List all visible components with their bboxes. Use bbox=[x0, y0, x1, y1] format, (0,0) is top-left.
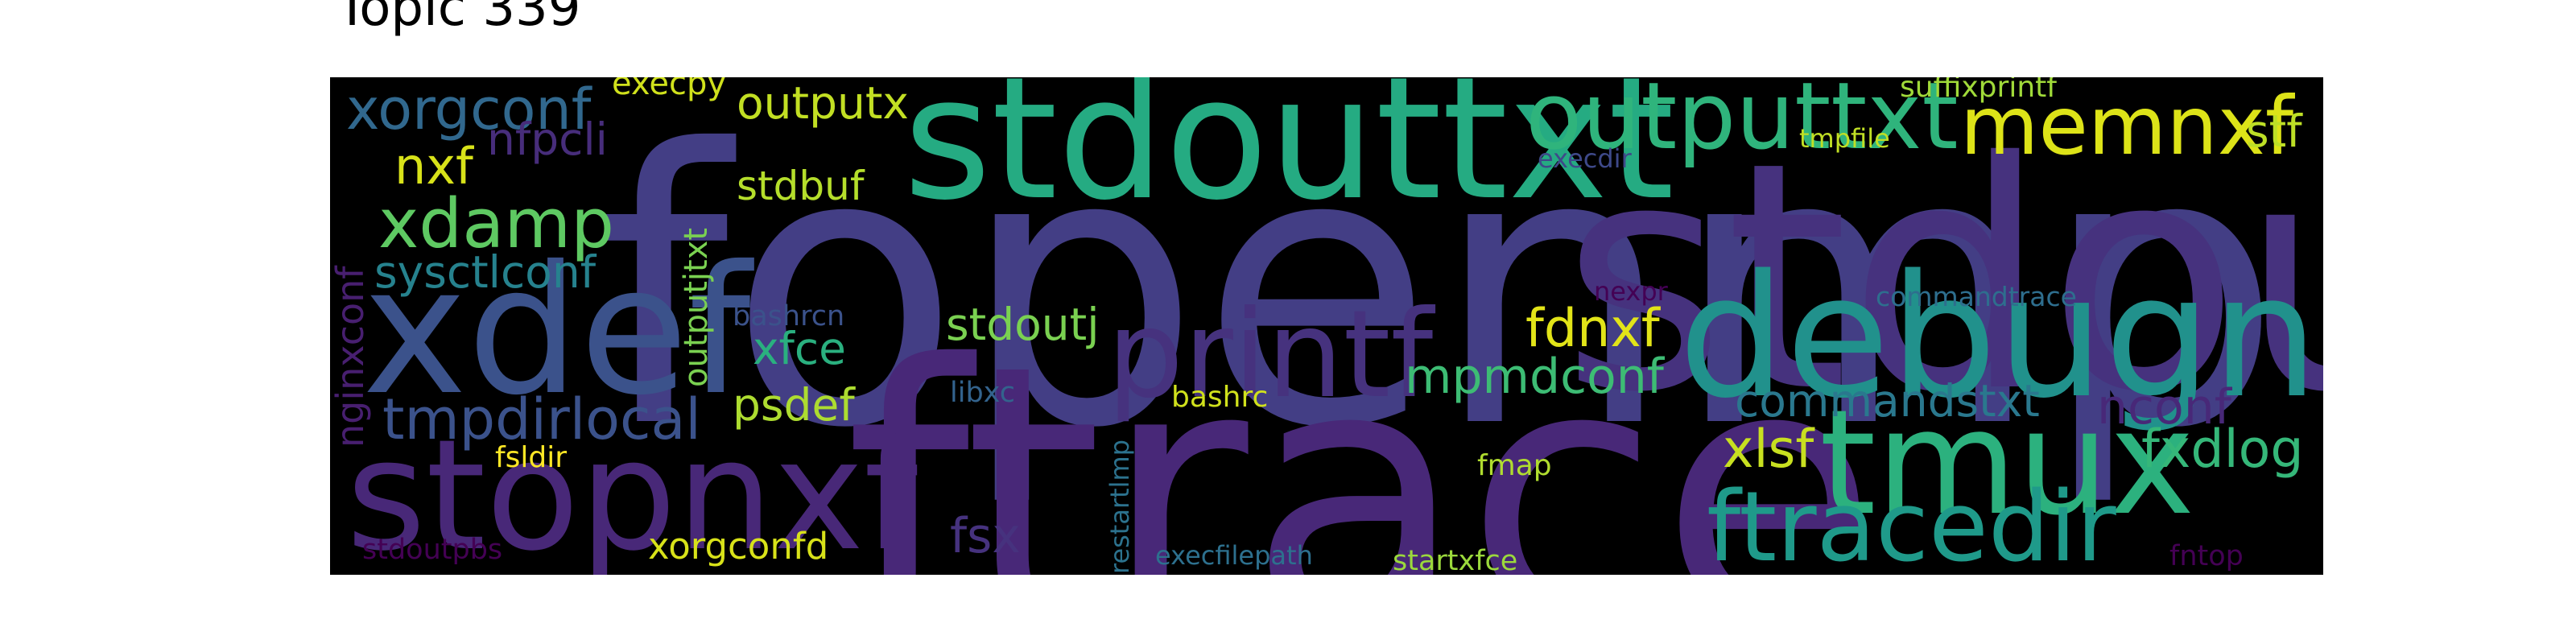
word-xdef: xdef bbox=[362, 228, 751, 434]
word-stdout: stdout bbox=[1562, 95, 2323, 460]
word-sysctlconf: sysctlconf bbox=[374, 246, 597, 298]
word-restartlmp: restartlmp bbox=[1104, 439, 1135, 574]
word-fntop: fntop bbox=[2169, 540, 2244, 572]
word-xdamp: xdamp bbox=[378, 184, 615, 264]
word-fsx: fsx bbox=[950, 508, 1021, 564]
word-tmpdirlocal: tmpdirlocal bbox=[382, 386, 701, 452]
word-fmap: fmap bbox=[1477, 449, 1552, 482]
word-outputx: outputx bbox=[737, 77, 909, 129]
word-nginxconf: nginxconf bbox=[330, 266, 372, 448]
word-nconf: nconf bbox=[2097, 379, 2231, 436]
word-fopenmp: fopenmp bbox=[596, 77, 2282, 510]
word-stdoutj: stdoutj bbox=[946, 299, 1100, 350]
word-stopnxf: stopnxf bbox=[346, 407, 919, 575]
word-startxfce: startxfce bbox=[1393, 545, 1518, 576]
word-nfpcli: nfpcli bbox=[487, 114, 608, 165]
word-printf: printf bbox=[1107, 285, 1434, 425]
word-stf: stf bbox=[2246, 105, 2302, 157]
word-ftrace: ftrace bbox=[845, 290, 1878, 575]
word-suffixprintf: suffixprintf bbox=[1900, 77, 2057, 104]
word-stdoutpbs: stdoutpbs bbox=[362, 534, 503, 566]
word-execfilepath: execfilepath bbox=[1155, 540, 1313, 571]
word-bashrc: bashrc bbox=[1171, 381, 1269, 414]
word-outputtxt: outputtxt bbox=[1525, 77, 1959, 171]
word-fdnxf: fdnxf bbox=[1525, 299, 1660, 359]
word-xorgconf: xorgconf bbox=[346, 77, 592, 142]
word-ftracedir: ftracedir bbox=[1707, 472, 2116, 576]
word-debugnxf: debugnxf bbox=[1678, 238, 2323, 436]
word-commandtrace: commandtrace bbox=[1876, 281, 2077, 312]
word-stdouttxt: stdouttxt bbox=[903, 77, 1674, 237]
word-cloud: fopenmpstdoutftrace stdouttxtdebugnxf xdef… bbox=[330, 77, 2323, 575]
word-nexpr: nexpr bbox=[1594, 276, 1668, 307]
word-execpy: execpy bbox=[612, 77, 727, 102]
word-stdbuf: stdbuf bbox=[737, 163, 865, 209]
word-nxf: nxf bbox=[394, 137, 473, 196]
word-xorgconfd: xorgconfd bbox=[648, 525, 829, 568]
word-outputjtxt: outputjtxt bbox=[678, 227, 715, 387]
word-fsldir: fsldir bbox=[495, 441, 568, 474]
word-tmpfile: tmpfile bbox=[1799, 123, 1890, 154]
word-bashrcn: bashrcn bbox=[733, 300, 845, 332]
page-title: Topic 339 bbox=[336, 0, 581, 38]
word-commandstxt: commandstxt bbox=[1735, 375, 2040, 427]
word-mpmdconf: mpmdconf bbox=[1405, 349, 1664, 405]
word-psdef: psdef bbox=[733, 379, 855, 431]
word-libxc: libxc bbox=[950, 377, 1016, 409]
word-xfce: xfce bbox=[753, 323, 846, 374]
word-fxdlog: fxdlog bbox=[2141, 419, 2304, 480]
word-tmux: tmux bbox=[1819, 379, 2195, 547]
word-xlsf: xlsf bbox=[1723, 419, 1814, 480]
word-execdir: execdir bbox=[1538, 143, 1632, 174]
word-memnxf: memnxf bbox=[1960, 79, 2294, 173]
